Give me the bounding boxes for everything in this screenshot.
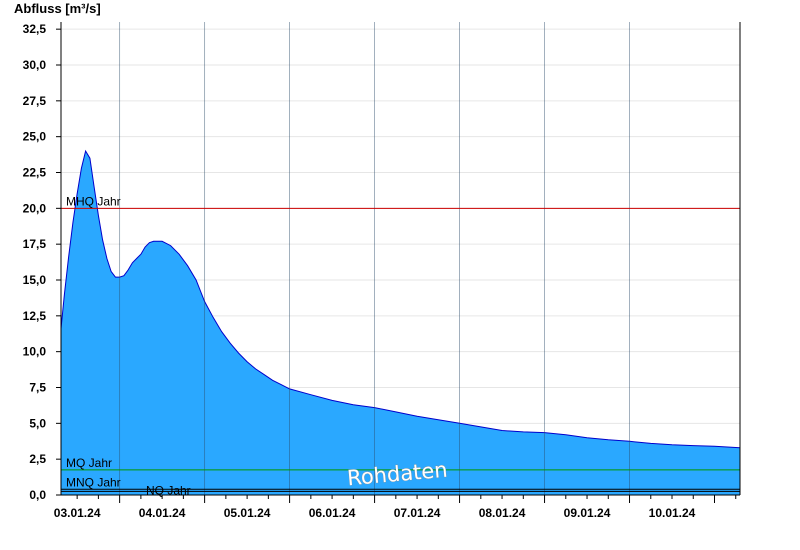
y-tick-label-13: 32,5 — [23, 22, 47, 36]
y-tick-label-4: 10,0 — [23, 345, 47, 359]
y-tick-label-9: 22,5 — [23, 166, 47, 180]
y-tick-label-3: 7,5 — [29, 381, 46, 395]
reference-label-nq-jahr: NQ Jahr — [146, 483, 191, 497]
x-tick-label-0: 03.01.24 — [54, 506, 101, 520]
y-tick-label-5: 12,5 — [23, 309, 47, 323]
reference-label-mhq-jahr: MHQ Jahr — [66, 194, 121, 208]
reference-lines: MHQ Jahr MQ Jahr MNQ Jahr NQ Jahr — [61, 194, 740, 497]
y-tick-label-12: 30,0 — [23, 58, 47, 72]
y-tick-label-1: 2,5 — [29, 452, 46, 466]
y-tick-label-11: 27,5 — [23, 94, 47, 108]
series-area-0 — [61, 151, 740, 495]
reference-label-mq-jahr: MQ Jahr — [66, 456, 112, 470]
x-tick-labels: 03.01.24 04.01.24 05.01.24 06.01.24 07.01.24… — [54, 495, 737, 520]
x-tick-label-2: 05.01.24 — [224, 506, 271, 520]
y-tick-label-7: 17,5 — [23, 237, 47, 251]
x-tick-label-3: 06.01.24 — [309, 506, 356, 520]
series-line-0 — [60, 149, 741, 449]
y-tick-label-0: 0,0 — [29, 488, 46, 502]
x-tick-label-5: 08.01.24 — [479, 506, 526, 520]
y-axis-label: Abfluss [m³/s] — [14, 1, 101, 16]
x-tick-label-7: 10.01.24 — [649, 506, 696, 520]
y-tick-label-8: 20,0 — [23, 201, 47, 215]
day-boundary-lines — [119, 22, 630, 495]
y-tick-labels: 0,0 2,5 5,0 7,5 10,0 12,5 15,0 17,5 20,0 22,5 25,0… — [23, 22, 61, 502]
x-tick-label-1: 04.01.24 — [139, 506, 186, 520]
y-tick-label-10: 25,0 — [23, 130, 47, 144]
x-tick-label-4: 07.01.24 — [394, 506, 441, 520]
x-tick-label-6: 09.01.24 — [564, 506, 611, 520]
reference-label-mnq-jahr: MNQ Jahr — [66, 475, 121, 489]
y-tick-label-2: 5,0 — [29, 416, 46, 430]
y-tick-label-6: 15,0 — [23, 273, 47, 287]
discharge-area — [60, 149, 741, 495]
